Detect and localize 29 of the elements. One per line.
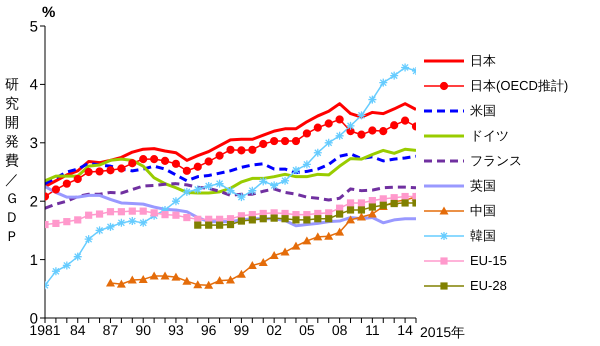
x-tick-label: 93 — [168, 322, 184, 338]
legend-label: 韓国 — [470, 226, 496, 244]
text: 研究開発費／ＧＤＰ — [5, 76, 19, 244]
legend-label: EU-15 — [470, 253, 507, 268]
legend-label: ドイツ — [470, 126, 509, 144]
legend-label: EU-28 — [470, 278, 507, 293]
legend-label: 英国 — [470, 176, 496, 194]
x-tick-label: 90 — [135, 322, 152, 338]
x-axis-title: 2015年 — [420, 324, 466, 340]
legend-label: フランス — [470, 152, 522, 170]
x-tick-label: 11 — [365, 322, 380, 338]
x-tick-label: 84 — [70, 322, 86, 338]
legend-label: 中国 — [470, 202, 496, 220]
legend-label: 米国 — [470, 102, 496, 120]
x-tick-label: 08 — [332, 322, 348, 338]
text: % — [42, 4, 56, 21]
y-tick-label: 4 — [30, 76, 38, 94]
x-tick-label: 99 — [234, 322, 250, 338]
x-tick-label: 14 — [397, 322, 414, 338]
y-tick-label: 2 — [30, 194, 38, 211]
y-tick-label: 5 — [30, 18, 38, 36]
legend-label: 日本(OECD推計) — [470, 76, 568, 94]
x-tick-label: 02 — [266, 322, 282, 338]
legend-label: 日本 — [470, 52, 496, 70]
x-tick-label: 87 — [102, 322, 118, 338]
x-tick-label: 96 — [200, 322, 217, 338]
x-tick-label: 05 — [299, 322, 315, 338]
y-tick-label: 3 — [30, 135, 38, 152]
y-tick-label: 1 — [30, 252, 38, 269]
